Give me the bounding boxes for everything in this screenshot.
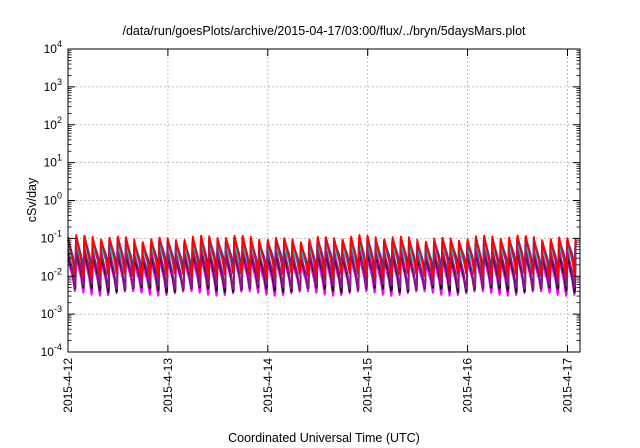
- x-tick-label: 2015-4-14: [261, 358, 275, 413]
- chart-title: /data/run/goesPlots/archive/2015-04-17/0…: [122, 24, 526, 38]
- y-tick-label: 10-4: [41, 342, 62, 359]
- grid-lines: [68, 49, 580, 352]
- x-tick-label: 2015-4-12: [61, 358, 75, 413]
- axis-ticks: [67, 48, 580, 353]
- x-tick-label: 2015-4-15: [361, 358, 375, 413]
- y-tick-label: 10-3: [41, 304, 62, 321]
- y-tick-label: 100: [44, 191, 62, 208]
- series-layer: [66, 234, 577, 297]
- x-tick-labels: 2015-4-12 2015-4-13 2015-4-14 2015-4-15 2015…: [61, 358, 575, 413]
- y-tick-label: 103: [44, 77, 62, 94]
- y-tick-labels: 10-4 10-3 10-2 10-1 100 101 102 103 104: [41, 39, 62, 359]
- y-tick-label: 101: [44, 153, 62, 170]
- x-axis-label: Coordinated Universal Time (UTC): [228, 431, 420, 445]
- y-tick-label: 104: [44, 39, 62, 56]
- x-tick-label: 2015-4-16: [461, 358, 475, 413]
- series-line: [67, 234, 577, 279]
- x-tick-label: 2015-4-13: [161, 358, 175, 413]
- y-tick-label: 10-1: [41, 228, 62, 245]
- x-tick-label: 2015-4-17: [561, 358, 575, 413]
- y-tick-label: 10-2: [41, 266, 62, 283]
- y-axis-label: cSv/day: [25, 177, 39, 222]
- y-tick-label: 102: [44, 115, 62, 132]
